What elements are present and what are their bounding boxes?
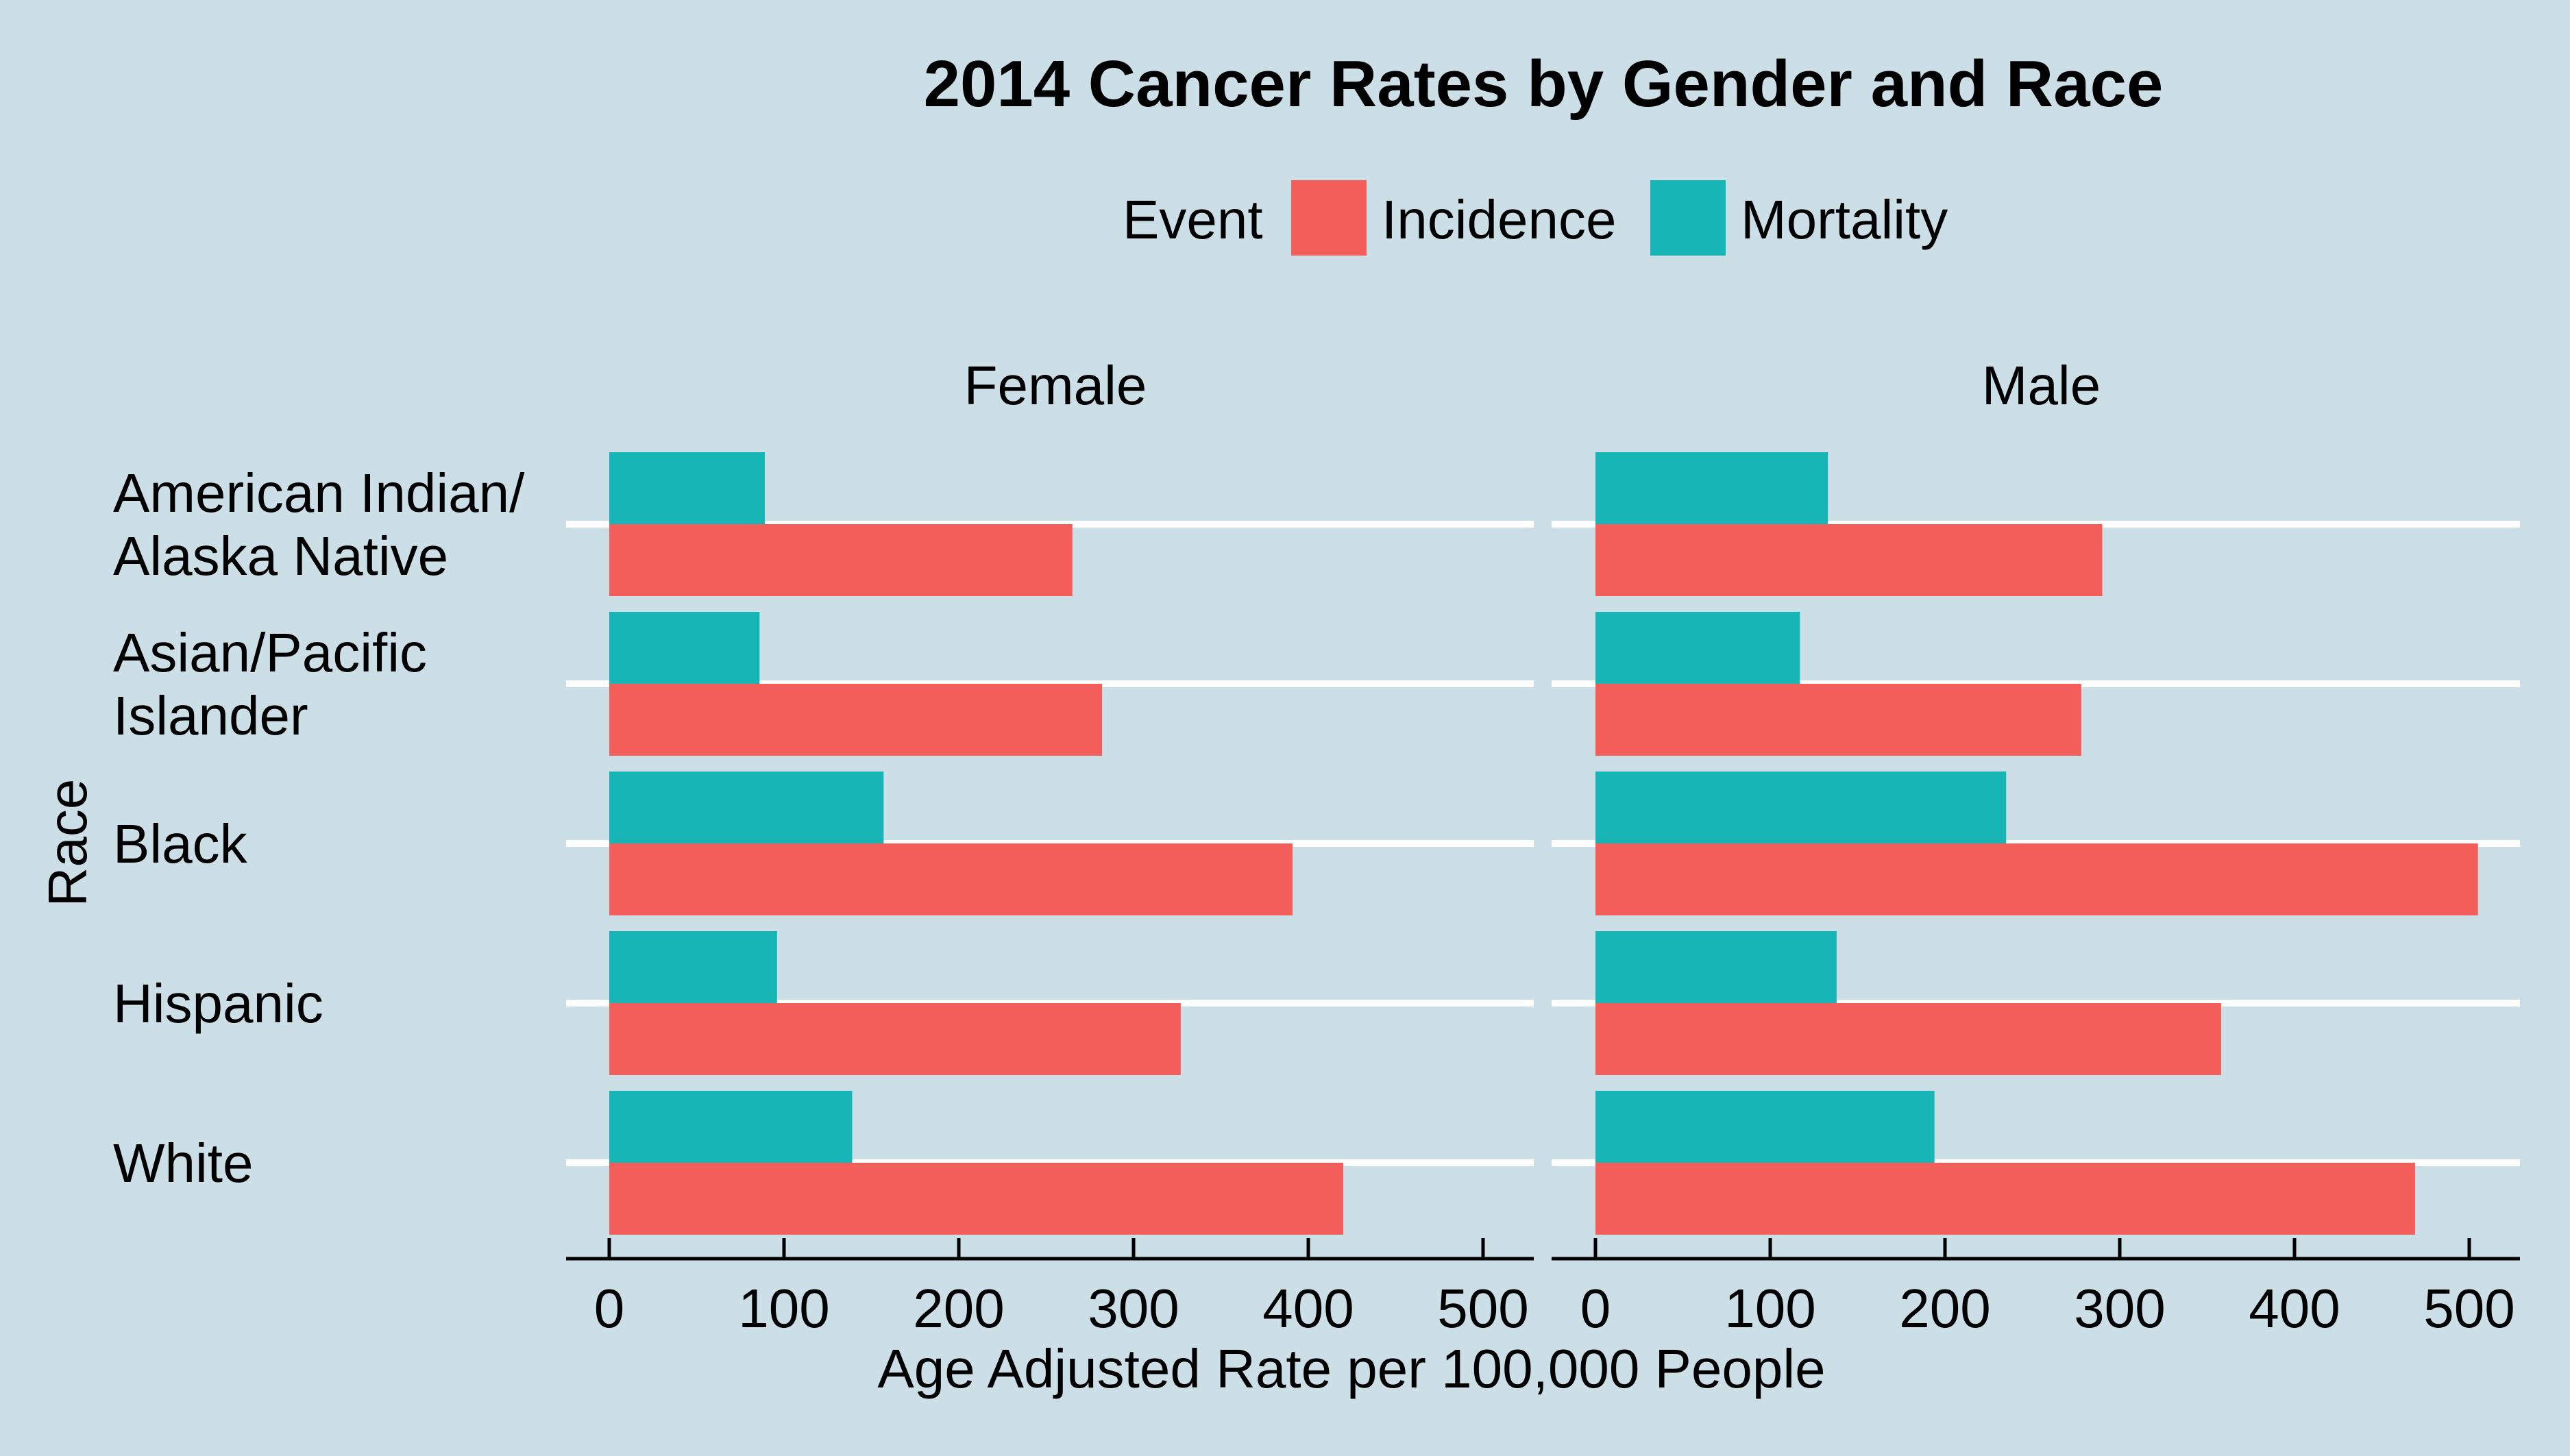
legend-label-incidence: Incidence (1382, 189, 1616, 250)
x-tick-label-female-200: 200 (913, 1278, 1004, 1339)
x-tick-label-male-400: 400 (2249, 1278, 2340, 1339)
y-tick-label-black: Black (113, 813, 248, 874)
x-axis-label: Age Adjusted Rate per 100,000 People (877, 1338, 1825, 1399)
y-axis-label: Race (37, 779, 98, 907)
y-tick-label-american-indian-alaska-native-line-2: Alaska Native (113, 526, 448, 587)
y-tick-label-hispanic: Hispanic (113, 973, 323, 1034)
bar-female-mortality-black (609, 772, 884, 843)
x-tick-label-female-400: 400 (1262, 1278, 1354, 1339)
bar-female-mortality-white (609, 1091, 853, 1163)
bar-male-incidence-white (1595, 1163, 2415, 1235)
bar-female-mortality-hispanic (609, 931, 777, 1003)
bar-male-incidence-black (1595, 843, 2478, 915)
x-tick-label-male-500: 500 (2423, 1278, 2514, 1339)
bar-male-mortality-asian-pacific-islander (1595, 612, 1800, 684)
y-tick-label-asian-pacific-islander-line-1: Asian/Pacific (113, 622, 427, 683)
chart-title: 2014 Cancer Rates by Gender and Race (924, 47, 2164, 121)
bar-female-incidence-american-indian-alaska-native (609, 524, 1073, 596)
panel-female: Female 0 100 200 300 400 500 (566, 355, 1534, 1339)
x-tick-label-female-500: 500 (1437, 1278, 1528, 1339)
bar-female-incidence-white (609, 1163, 1343, 1235)
legend-swatch-mortality (1650, 180, 1726, 256)
x-tick-label-male-0: 0 (1580, 1278, 1611, 1339)
legend: Event Incidence Mortality (1123, 180, 1948, 256)
bar-female-incidence-black (609, 843, 1293, 915)
x-tick-label-male-200: 200 (1899, 1278, 1990, 1339)
x-tick-label-male-300: 300 (2074, 1278, 2165, 1339)
panel-male: Male 0 100 200 300 400 500 (1552, 355, 2520, 1339)
x-tick-label-female-300: 300 (1088, 1278, 1179, 1339)
y-tick-label-american-indian-alaska-native-line-1: American Indian/ (113, 462, 525, 523)
strip-label-female: Female (964, 355, 1147, 416)
x-tick-label-male-100: 100 (1724, 1278, 1815, 1339)
bar-female-mortality-asian-pacific-islander (609, 612, 760, 684)
bar-male-mortality-black (1595, 772, 2007, 843)
y-tick-label-white: White (113, 1133, 254, 1194)
bar-male-incidence-hispanic (1595, 1003, 2221, 1075)
y-tick-label-asian-pacific-islander-line-2: Islander (113, 685, 308, 746)
panels: Female 0 100 200 300 400 500 Male 0 100 200 300 400 5… (566, 355, 2520, 1339)
x-tick-label-female-0: 0 (594, 1278, 625, 1339)
bar-female-incidence-hispanic (609, 1003, 1181, 1075)
bar-male-mortality-hispanic (1595, 931, 1837, 1003)
legend-label-mortality: Mortality (1741, 189, 1948, 250)
bar-female-incidence-asian-pacific-islander (609, 684, 1103, 756)
legend-title: Event (1123, 189, 1263, 250)
y-axis-ticks: American Indian/Alaska Native Asian/Pacif… (113, 462, 525, 1194)
legend-swatch-incidence (1291, 180, 1367, 256)
strip-label-male: Male (1982, 355, 2101, 416)
bar-male-incidence-american-indian-alaska-native (1595, 524, 2103, 596)
x-tick-label-female-100: 100 (738, 1278, 829, 1339)
bar-female-mortality-american-indian-alaska-native (609, 452, 765, 524)
bar-male-mortality-white (1595, 1091, 1935, 1163)
bar-male-incidence-asian-pacific-islander (1595, 684, 2081, 756)
bar-male-mortality-american-indian-alaska-native (1595, 452, 1828, 524)
